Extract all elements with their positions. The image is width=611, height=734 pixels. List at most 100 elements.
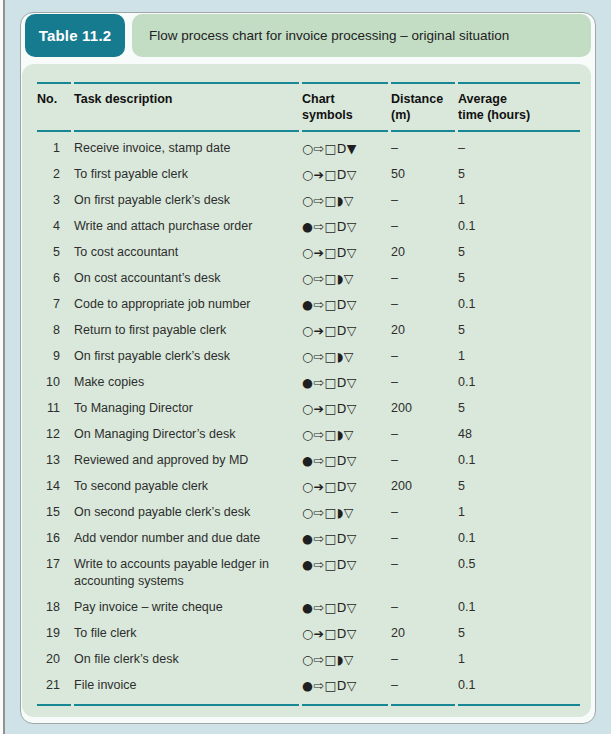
col-header-distance: Distance (m): [391, 82, 455, 132]
task-description: On cost accountant’s desk: [74, 266, 299, 292]
row-number: 15: [37, 500, 71, 526]
table-row: 12 On Managing Director’s desk ○⇨□◗▽ – 4…: [37, 422, 580, 448]
row-number: 20: [37, 647, 71, 673]
row-number: 10: [37, 370, 71, 396]
chart-symbols: ○⇨□◗▽: [302, 266, 388, 292]
table-row: 10 Make copies ●⇨□D▽ – 0.1: [37, 370, 580, 396]
row-number: 14: [37, 474, 71, 500]
row-number: 11: [37, 396, 71, 422]
col-header-task: Task description: [74, 82, 299, 132]
table-row: 17 Write to accounts payable ledger in a…: [37, 552, 580, 595]
chart-symbols: ●⇨□D▽: [302, 673, 388, 705]
row-number: 1: [37, 132, 71, 162]
row-number: 7: [37, 292, 71, 318]
table-title: Flow process chart for invoice processin…: [149, 28, 509, 43]
distance-value: –: [391, 188, 455, 214]
row-number: 6: [37, 266, 71, 292]
row-number: 17: [37, 552, 71, 595]
table-row: 5 To cost accountant ○➔□D▽ 20 5: [37, 240, 580, 266]
bottom-rule-row: [37, 704, 580, 706]
row-number: 5: [37, 240, 71, 266]
row-number: 18: [37, 595, 71, 621]
table-row: 4 Write and attach purchase order ●⇨□D▽ …: [37, 214, 580, 240]
table-title-strip: Flow process chart for invoice processin…: [132, 14, 591, 57]
row-number: 4: [37, 214, 71, 240]
chart-symbols: ○➔□D▽: [302, 162, 388, 188]
task-description: To second payable clerk: [74, 474, 299, 500]
task-description: File invoice: [74, 673, 299, 705]
table-row: 8 Return to first payable clerk ○➔□D▽ 20…: [37, 318, 580, 344]
table-row: 18 Pay invoice – write cheque ●⇨□D▽ – 0.…: [37, 595, 580, 621]
time-value: 0.1: [458, 448, 580, 474]
time-value: 0.1: [458, 526, 580, 552]
time-value: 48: [458, 422, 580, 448]
table-row: 6 On cost accountant’s desk ○⇨□◗▽ – 5: [37, 266, 580, 292]
distance-value: 200: [391, 396, 455, 422]
bottom-rule-segment: [458, 704, 580, 706]
chart-symbols: ○➔□D▽: [302, 621, 388, 647]
time-value: 5: [458, 621, 580, 647]
chart-symbols: ○⇨□◗▽: [302, 647, 388, 673]
col-header-symbols: Chart symbols: [302, 82, 388, 132]
time-value: 5: [458, 474, 580, 500]
time-value: 5: [458, 318, 580, 344]
distance-value: 200: [391, 474, 455, 500]
time-value: 1: [458, 500, 580, 526]
table-panel: No. Task description Chart symbols Dista…: [22, 64, 591, 717]
table-footer-rule: [37, 704, 580, 706]
chart-symbols: ●⇨□D▽: [302, 292, 388, 318]
table-row: 1 Receive invoice, stamp date ○⇨□D▼ – –: [37, 132, 580, 162]
chart-symbols: ○⇨□◗▽: [302, 344, 388, 370]
distance-value: –: [391, 647, 455, 673]
distance-value: 20: [391, 621, 455, 647]
table-row: 21 File invoice ●⇨□D▽ – 0.1: [37, 673, 580, 705]
chart-symbols: ○➔□D▽: [302, 396, 388, 422]
chart-symbols: ○⇨□D▼: [302, 132, 388, 162]
page-edge-line: [3, 0, 5, 734]
distance-value: –: [391, 422, 455, 448]
task-description: Make copies: [74, 370, 299, 396]
table-row: 3 On first payable clerk’s desk ○⇨□◗▽ – …: [37, 188, 580, 214]
row-number: 3: [37, 188, 71, 214]
table-row: 2 To first payable clerk ○➔□D▽ 50 5: [37, 162, 580, 188]
distance-value: –: [391, 370, 455, 396]
chart-symbols: ●⇨□D▽: [302, 526, 388, 552]
table-card: Table 11.2 Flow process chart for invoic…: [20, 12, 596, 724]
chart-symbols: ○⇨□◗▽: [302, 422, 388, 448]
task-description: Reviewed and approved by MD: [74, 448, 299, 474]
distance-value: –: [391, 526, 455, 552]
table-row: 20 On file clerk’s desk ○⇨□◗▽ – 1: [37, 647, 580, 673]
distance-value: –: [391, 344, 455, 370]
task-description: Pay invoice – write cheque: [74, 595, 299, 621]
chart-symbols: ●⇨□D▽: [302, 552, 388, 595]
table-row: 14 To second payable clerk ○➔□D▽ 200 5: [37, 474, 580, 500]
row-number: 21: [37, 673, 71, 705]
distance-value: –: [391, 552, 455, 595]
chart-symbols: ○⇨□◗▽: [302, 500, 388, 526]
task-description: Receive invoice, stamp date: [74, 132, 299, 162]
bottom-rule-segment: [74, 704, 299, 706]
row-number: 12: [37, 422, 71, 448]
task-description: On Managing Director’s desk: [74, 422, 299, 448]
distance-value: –: [391, 500, 455, 526]
time-value: 0.1: [458, 292, 580, 318]
time-value: 1: [458, 188, 580, 214]
row-number: 8: [37, 318, 71, 344]
chart-symbols: ●⇨□D▽: [302, 214, 388, 240]
table-number-badge: Table 11.2: [25, 14, 125, 57]
time-value: 0.1: [458, 370, 580, 396]
chart-symbols: ○⇨□◗▽: [302, 188, 388, 214]
distance-value: 20: [391, 318, 455, 344]
distance-value: –: [391, 595, 455, 621]
time-value: 1: [458, 344, 580, 370]
distance-value: –: [391, 214, 455, 240]
task-description: On second payable clerk’s desk: [74, 500, 299, 526]
bottom-rule-segment: [391, 704, 455, 706]
table-row: 11 To Managing Director ○➔□D▽ 200 5: [37, 396, 580, 422]
task-description: Add vendor number and due date: [74, 526, 299, 552]
table-row: 19 To file clerk ○➔□D▽ 20 5: [37, 621, 580, 647]
chart-symbols: ●⇨□D▽: [302, 370, 388, 396]
table-row: 13 Reviewed and approved by MD ●⇨□D▽ – 0…: [37, 448, 580, 474]
time-value: 0.5: [458, 552, 580, 595]
col-header-avg-time: Average time (hours): [458, 82, 580, 132]
